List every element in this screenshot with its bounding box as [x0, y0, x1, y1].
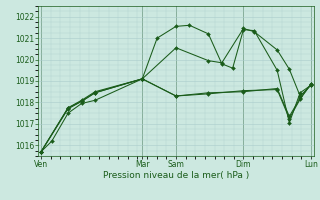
X-axis label: Pression niveau de la mer( hPa ): Pression niveau de la mer( hPa )	[103, 171, 249, 180]
